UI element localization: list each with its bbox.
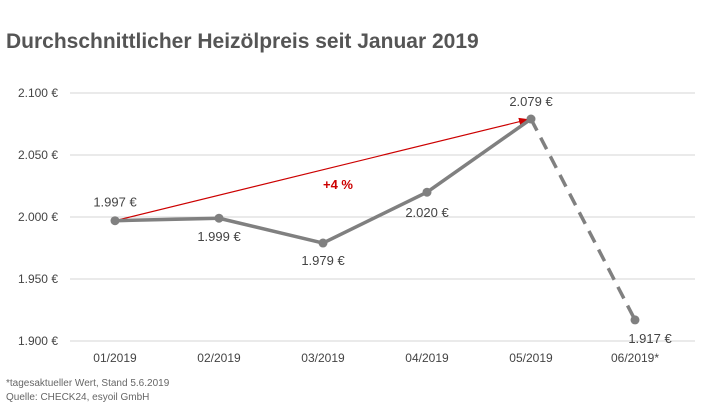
data-point: [526, 114, 536, 124]
data-label: 1.979 €: [301, 253, 345, 268]
footnote-note: *tagesaktueller Wert, Stand 5.6.2019: [6, 378, 170, 389]
price-series: [113, 117, 637, 321]
data-point: [110, 216, 120, 226]
data-labels: 1.997 € 1.999 € 1.979 € 2.020 € 2.079 € 1.917…: [93, 94, 672, 346]
data-label: 1.999 €: [197, 229, 241, 244]
data-point: [318, 238, 328, 248]
y-tick-label: 2.100 €: [18, 86, 58, 100]
data-label: 1.997 €: [93, 195, 137, 210]
series-line-dashed: [529, 118, 637, 321]
y-tick-label: 1.900 €: [18, 334, 58, 348]
trend-arrow: [114, 117, 529, 222]
chart-title: Durchschnittlicher Heizölpreis seit Janu…: [6, 30, 479, 53]
data-point: [422, 187, 432, 197]
x-tick-label: 01/2019: [93, 351, 137, 365]
grid-lines: [70, 92, 695, 342]
x-axis-tick-labels: 01/2019 02/2019 03/2019 04/2019 05/2019 06/20…: [93, 351, 659, 365]
data-point: [630, 315, 640, 325]
x-tick-label: 06/2019*: [611, 351, 659, 365]
y-axis-tick-labels: 1.900 € 1.950 € 2.000 € 2.050 € 2.100 €: [18, 86, 58, 348]
trend-label: +4 %: [323, 177, 353, 192]
x-tick-label: 05/2019: [509, 351, 553, 365]
data-label: 2.020 €: [405, 205, 449, 220]
data-label: 2.079 €: [509, 94, 553, 109]
data-point: [214, 213, 224, 223]
data-points: [110, 114, 640, 325]
x-tick-label: 04/2019: [405, 351, 449, 365]
trend-annotation: +4 %: [114, 117, 529, 222]
x-tick-label: 02/2019: [197, 351, 241, 365]
y-tick-label: 2.000 €: [18, 210, 58, 224]
x-tick-label: 03/2019: [301, 351, 345, 365]
footnote-source: Quelle: CHECK24, esyoil GmbH: [6, 392, 150, 403]
data-label: 1.917 €: [628, 331, 672, 346]
y-tick-label: 2.050 €: [18, 148, 58, 162]
y-tick-label: 1.950 €: [18, 272, 58, 286]
